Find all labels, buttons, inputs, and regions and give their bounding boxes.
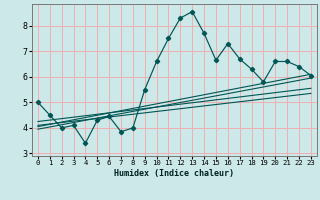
X-axis label: Humidex (Indice chaleur): Humidex (Indice chaleur) <box>115 169 234 178</box>
